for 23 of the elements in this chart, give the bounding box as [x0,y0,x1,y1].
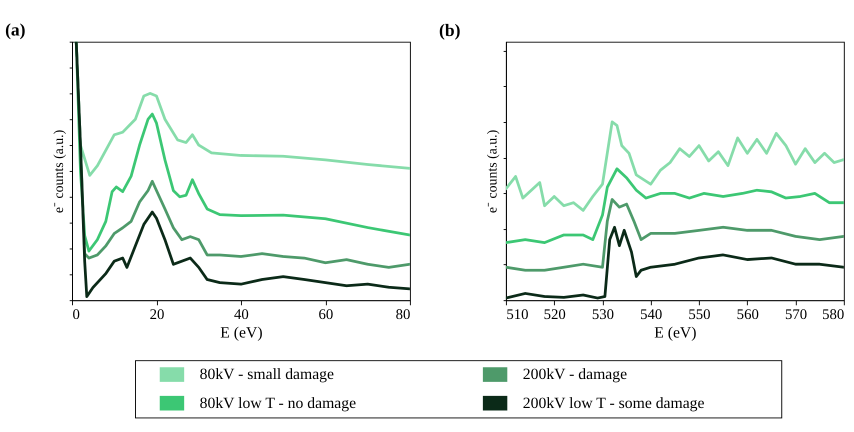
x-axis-title: E (eV) [220,324,263,342]
x-tick-label: 60 [318,307,334,324]
x-tick-label: 20 [150,307,164,324]
x-axis-title: E (eV) [654,324,696,342]
x-tick-label: 510 [506,307,529,324]
legend-label: 200kV - damage [522,366,628,384]
legend-label: 200kV low T - some damage [522,394,705,412]
y-axis-title: e⁻ counts (a.u.) [484,130,500,214]
x-tick-label: 560 [736,307,759,324]
x-tick-label: 580 [822,307,844,324]
x-tick-label: 570 [784,307,808,324]
y-axis-title: e⁻ counts (a.u.) [50,130,66,214]
x-tick-label: 520 [544,307,566,324]
x-tick-label: 530 [592,307,614,324]
chart-title: (b) [439,20,461,40]
x-tick-label: 40 [234,307,249,324]
x-tick-label: 550 [688,307,711,324]
x-tick-label: 0 [72,307,80,324]
legend-label: 80kV - small damage [200,366,334,384]
x-tick-label: 540 [640,307,662,324]
x-tick-label: 80 [396,307,410,324]
legend-label: 80kV low T - no damage [200,394,356,412]
chart-title: (a) [5,20,26,40]
